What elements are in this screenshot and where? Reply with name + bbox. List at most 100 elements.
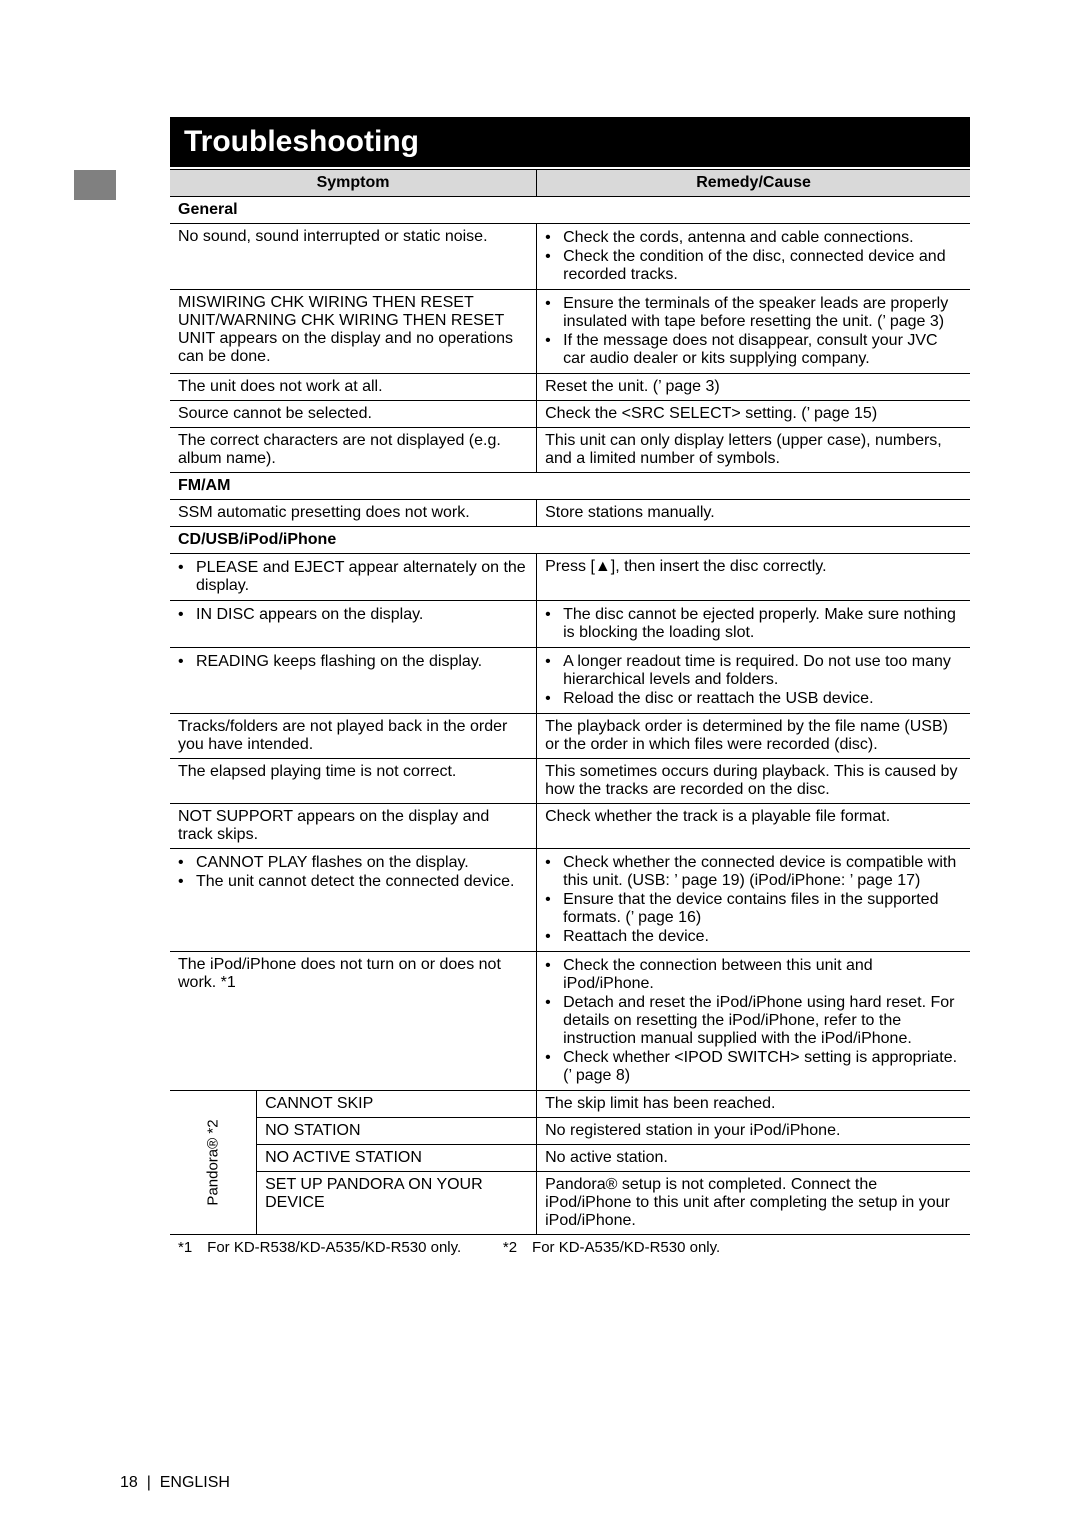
bullet-icon: •: [545, 229, 563, 247]
table-row: Source cannot be selected. Check the <SR…: [170, 401, 970, 428]
remedy-cell: •Check the cords, antenna and cable conn…: [537, 224, 970, 290]
footnote-row: *1 For KD-R538/KD-A535/KD-R530 only. *2 …: [170, 1235, 970, 1261]
bullet-icon: •: [178, 854, 196, 872]
remedy-cell: •The disc cannot be ejected properly. Ma…: [537, 601, 970, 648]
symptom-cell: MISWIRING CHK WIRING THEN RESET UNIT/WAR…: [170, 290, 537, 374]
page-container: Troubleshooting Symptom Remedy/Cause Gen…: [0, 0, 1080, 1300]
section-header-fmam: FM/AM: [170, 473, 970, 500]
symptom-text: READING keeps flashing on the display.: [196, 653, 528, 671]
table-row: NO STATION No registered station in your…: [170, 1118, 970, 1145]
remedy-cell: The skip limit has been reached.: [537, 1091, 970, 1118]
bullet-icon: •: [545, 248, 563, 266]
table-row: MISWIRING CHK WIRING THEN RESET UNIT/WAR…: [170, 290, 970, 374]
symptom-cell: NOT SUPPORT appears on the display and t…: [170, 804, 537, 849]
symptom-cell: NO ACTIVE STATION: [257, 1145, 537, 1172]
section-label: FM/AM: [170, 473, 970, 500]
remedy-cell: Reset the unit. (’ page 3): [537, 374, 970, 401]
remedy-cell: •Check whether the connected device is c…: [537, 849, 970, 952]
remedy-cell: Press [▲], then insert the disc correctl…: [537, 554, 970, 601]
remedy-text: Reload the disc or reattach the USB devi…: [563, 690, 962, 708]
bullet-icon: •: [545, 957, 563, 975]
remedy-text: Check the cords, antenna and cable conne…: [563, 229, 962, 247]
symptom-cell: •IN DISC appears on the display.: [170, 601, 537, 648]
title-bar: Troubleshooting: [170, 117, 970, 167]
remedy-cell: Store stations manually.: [537, 500, 970, 527]
bullet-icon: •: [545, 653, 563, 671]
remedy-cell: This unit can only display letters (uppe…: [537, 428, 970, 473]
remedy-cell: No registered station in your iPod/iPhon…: [537, 1118, 970, 1145]
remedy-cell: Pandora® setup is not completed. Connect…: [537, 1172, 970, 1235]
side-tab-marker: [74, 170, 116, 200]
bullet-icon: •: [545, 606, 563, 624]
section-label: General: [170, 197, 970, 224]
remedy-text: Check the condition of the disc, connect…: [563, 248, 962, 284]
remedy-text: Check whether <IPOD SWITCH> setting is a…: [563, 1049, 962, 1085]
table-row: •READING keeps flashing on the display. …: [170, 648, 970, 714]
section-header-cd: CD/USB/iPod/iPhone: [170, 527, 970, 554]
symptom-text: The unit cannot detect the connected dev…: [196, 873, 528, 891]
remedy-cell: •Ensure the terminals of the speaker lea…: [537, 290, 970, 374]
bullet-icon: •: [545, 332, 563, 350]
table-row: The correct characters are not displayed…: [170, 428, 970, 473]
bullet-icon: •: [545, 891, 563, 909]
bullet-icon: •: [178, 873, 196, 891]
remedy-cell: •Check the connection between this unit …: [537, 952, 970, 1091]
header-remedy: Remedy/Cause: [537, 170, 970, 197]
page-number: 18: [120, 1474, 138, 1491]
bullet-icon: •: [178, 606, 196, 624]
pandora-rotated-label: Pandora® *2: [170, 1091, 257, 1235]
table-row: The iPod/iPhone does not turn on or does…: [170, 952, 970, 1091]
table-row: Pandora® *2 CANNOT SKIP The skip limit h…: [170, 1091, 970, 1118]
symptom-cell: The unit does not work at all.: [170, 374, 537, 401]
remedy-text: Ensure the terminals of the speaker lead…: [563, 295, 962, 331]
symptom-text: PLEASE and EJECT appear alternately on t…: [196, 559, 528, 595]
table-row: No sound, sound interrupted or static no…: [170, 224, 970, 290]
symptom-cell: Source cannot be selected.: [170, 401, 537, 428]
section-label: CD/USB/iPod/iPhone: [170, 527, 970, 554]
troubleshooting-table: Symptom Remedy/Cause General No sound, s…: [170, 169, 970, 1260]
page-language: ENGLISH: [160, 1474, 230, 1491]
bullet-icon: •: [545, 994, 563, 1012]
remedy-cell: Check the <SRC SELECT> setting. (’ page …: [537, 401, 970, 428]
remedy-cell: No active station.: [537, 1145, 970, 1172]
bullet-icon: •: [178, 559, 196, 577]
remedy-text: The disc cannot be ejected properly. Mak…: [563, 606, 962, 642]
remedy-text: Check whether the connected device is co…: [563, 854, 962, 890]
remedy-text: Reattach the device.: [563, 928, 962, 946]
section-header-general: General: [170, 197, 970, 224]
remedy-text: Check the connection between this unit a…: [563, 957, 962, 993]
remedy-cell: Check whether the track is a playable fi…: [537, 804, 970, 849]
table-row: SET UP PANDORA ON YOUR DEVICE Pandora® s…: [170, 1172, 970, 1235]
bullet-icon: •: [178, 653, 196, 671]
table-header-row: Symptom Remedy/Cause: [170, 170, 970, 197]
table-row: Tracks/folders are not played back in th…: [170, 714, 970, 759]
bullet-icon: •: [545, 690, 563, 708]
remedy-text: A longer readout time is required. Do no…: [563, 653, 962, 689]
remedy-cell: The playback order is determined by the …: [537, 714, 970, 759]
remedy-cell: This sometimes occurs during playback. T…: [537, 759, 970, 804]
symptom-text: IN DISC appears on the display.: [196, 606, 528, 624]
symptom-cell: •CANNOT PLAY flashes on the display. •Th…: [170, 849, 537, 952]
symptom-cell: No sound, sound interrupted or static no…: [170, 224, 537, 290]
symptom-cell: The elapsed playing time is not correct.: [170, 759, 537, 804]
footnote-2: *2 For KD-A535/KD-R530 only.: [503, 1239, 720, 1256]
table-row: •IN DISC appears on the display. •The di…: [170, 601, 970, 648]
table-row: •PLEASE and EJECT appear alternately on …: [170, 554, 970, 601]
table-row: The unit does not work at all. Reset the…: [170, 374, 970, 401]
remedy-text: Ensure that the device contains files in…: [563, 891, 962, 927]
header-symptom: Symptom: [170, 170, 537, 197]
remedy-cell: •A longer readout time is required. Do n…: [537, 648, 970, 714]
symptom-cell: SSM automatic presetting does not work.: [170, 500, 537, 527]
symptom-cell: The iPod/iPhone does not turn on or does…: [170, 952, 537, 1091]
symptom-cell: The correct characters are not displayed…: [170, 428, 537, 473]
rotated-text: Pandora® *2: [205, 1119, 222, 1205]
bullet-icon: •: [545, 1049, 563, 1067]
symptom-cell: NO STATION: [257, 1118, 537, 1145]
footnote-1: *1 For KD-R538/KD-A535/KD-R530 only.: [178, 1239, 461, 1256]
symptom-cell: •READING keeps flashing on the display.: [170, 648, 537, 714]
remedy-text: If the message does not disappear, consu…: [563, 332, 962, 368]
symptom-cell: •PLEASE and EJECT appear alternately on …: [170, 554, 537, 601]
page-footer: 18 | ENGLISH: [120, 1474, 230, 1492]
symptom-cell: SET UP PANDORA ON YOUR DEVICE: [257, 1172, 537, 1235]
remedy-text: Detach and reset the iPod/iPhone using h…: [563, 994, 962, 1048]
